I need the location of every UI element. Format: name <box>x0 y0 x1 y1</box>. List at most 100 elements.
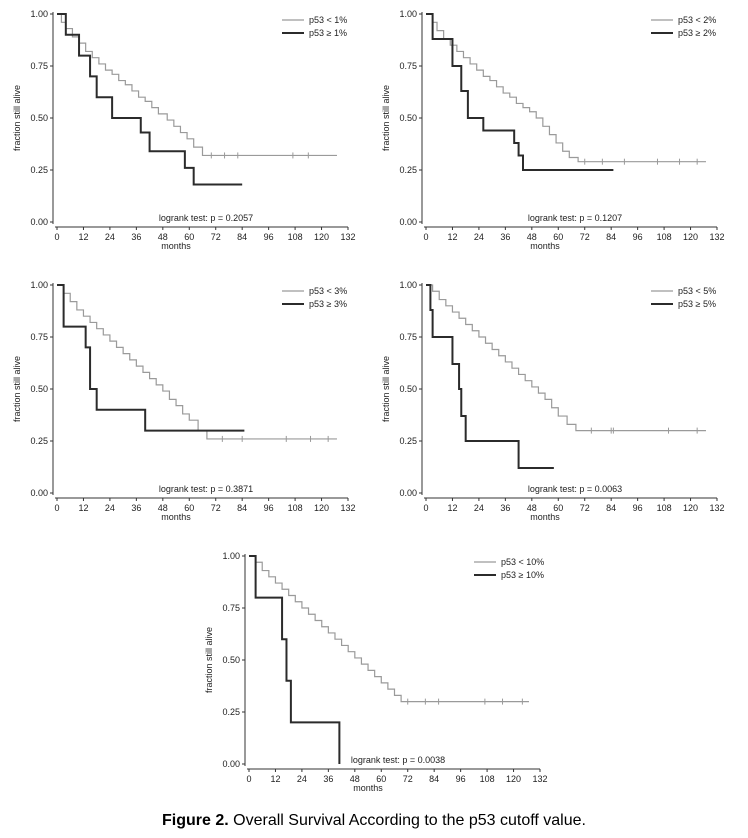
x-tick-label: 36 <box>131 232 141 242</box>
x-tick-label: 96 <box>633 503 643 513</box>
survival-curve-dark <box>249 555 341 764</box>
x-tick-label: 84 <box>237 232 247 242</box>
y-tick-label: 0.75 <box>30 61 48 71</box>
x-tick-label: 0 <box>54 503 59 513</box>
x-tick-label: 60 <box>376 774 386 784</box>
y-tick-label: 0.00 <box>30 217 48 227</box>
logrank-annotation: logrank test: p = 0.0038 <box>351 755 445 765</box>
x-tick-label: 132 <box>709 503 724 513</box>
figure-caption: Figure 2. Overall Survival According to … <box>0 812 748 830</box>
legend-label: p53 ≥ 10% <box>501 570 544 580</box>
legend-label: p53 ≥ 2% <box>678 28 716 38</box>
x-tick-label: 36 <box>500 503 510 513</box>
y-tick-label: 1.00 <box>30 280 48 290</box>
survival-chart-2: 0.00 0.25 0.50 0.75 1.00 0 12 24 36 48 60 72 84 96 108… <box>381 9 725 251</box>
x-tick-label: 132 <box>532 774 547 784</box>
y-tick-label: 0.25 <box>399 436 417 446</box>
x-tick-label: 84 <box>606 232 616 242</box>
y-tick-label: 0.75 <box>222 603 240 613</box>
y-tick-label: 0.75 <box>399 61 417 71</box>
x-tick-label: 84 <box>606 503 616 513</box>
x-tick-label: 72 <box>211 503 221 513</box>
legend-label: p53 ≥ 3% <box>309 299 347 309</box>
y-tick-label: 1.00 <box>30 9 48 19</box>
survival-curve-light <box>57 284 337 440</box>
x-tick-label: 24 <box>474 232 484 242</box>
legend-label: p53 ≥ 1% <box>309 28 347 38</box>
x-tick-label: 36 <box>323 774 333 784</box>
x-tick-label: 48 <box>350 774 360 784</box>
y-axis-title: fraction still alive <box>381 85 391 151</box>
logrank-annotation: logrank test: p = 0.0063 <box>528 484 622 494</box>
x-tick-label: 84 <box>237 503 247 513</box>
survival-curve-light <box>426 284 706 432</box>
y-tick-label: 0.00 <box>30 488 48 498</box>
x-axis-title: months <box>530 512 560 522</box>
x-tick-label: 72 <box>580 503 590 513</box>
x-tick-label: 12 <box>270 774 280 784</box>
x-tick-label: 48 <box>158 232 168 242</box>
x-tick-label: 72 <box>580 232 590 242</box>
survival-chart-3: 0.00 0.25 0.50 0.75 1.00 0 12 24 36 48 60 72 84 96 108… <box>12 280 356 522</box>
survival-chart-4: 0.00 0.25 0.50 0.75 1.00 0 12 24 36 48 60 72 84 96 108… <box>381 280 725 522</box>
y-tick-label: 0.75 <box>399 332 417 342</box>
y-tick-label: 0.50 <box>399 384 417 394</box>
y-tick-label: 0.00 <box>222 759 240 769</box>
legend-label: p53 < 5% <box>678 286 716 296</box>
y-axis-title: fraction still alive <box>12 356 22 422</box>
legend-label: p53 < 2% <box>678 15 716 25</box>
x-tick-label: 120 <box>506 774 521 784</box>
survival-curve-dark <box>426 284 554 470</box>
survival-chart-5: 0.00 0.25 0.50 0.75 1.00 0 12 24 36 48 60 72 84 96 108… <box>204 551 548 793</box>
x-axis-title: months <box>161 512 191 522</box>
y-axis-title: fraction still alive <box>12 85 22 151</box>
x-tick-label: 0 <box>246 774 251 784</box>
x-tick-label: 24 <box>297 774 307 784</box>
y-tick-label: 0.75 <box>30 332 48 342</box>
x-tick-label: 60 <box>184 503 194 513</box>
y-tick-label: 0.50 <box>30 384 48 394</box>
x-tick-label: 96 <box>633 232 643 242</box>
x-tick-label: 108 <box>657 503 672 513</box>
x-tick-label: 60 <box>553 503 563 513</box>
x-tick-label: 12 <box>78 232 88 242</box>
x-tick-label: 24 <box>105 503 115 513</box>
x-axis-title: months <box>161 241 191 251</box>
caption-label: Figure 2. <box>162 812 229 829</box>
x-tick-label: 132 <box>340 503 355 513</box>
x-tick-label: 96 <box>264 232 274 242</box>
x-tick-label: 108 <box>480 774 495 784</box>
x-tick-label: 36 <box>500 232 510 242</box>
survival-curve-light <box>249 555 529 703</box>
x-tick-label: 24 <box>474 503 484 513</box>
x-tick-label: 0 <box>423 503 428 513</box>
y-tick-label: 0.50 <box>222 655 240 665</box>
y-tick-label: 1.00 <box>399 280 417 290</box>
caption-text: Overall Survival According to the p53 cu… <box>228 812 586 829</box>
x-tick-label: 60 <box>184 232 194 242</box>
legend-label: p53 ≥ 5% <box>678 299 716 309</box>
x-tick-label: 12 <box>78 503 88 513</box>
x-tick-label: 120 <box>683 503 698 513</box>
y-tick-label: 0.00 <box>399 488 417 498</box>
x-tick-label: 48 <box>527 232 537 242</box>
legend-label: p53 < 10% <box>501 557 544 567</box>
x-tick-label: 0 <box>423 232 428 242</box>
x-tick-label: 48 <box>158 503 168 513</box>
logrank-annotation: logrank test: p = 0.2057 <box>159 213 253 223</box>
x-tick-label: 96 <box>456 774 466 784</box>
y-axis-title: fraction still alive <box>381 356 391 422</box>
y-tick-label: 0.25 <box>222 707 240 717</box>
x-tick-label: 36 <box>131 503 141 513</box>
x-axis-title: months <box>530 241 560 251</box>
legend-label: p53 < 3% <box>309 286 347 296</box>
x-tick-label: 24 <box>105 232 115 242</box>
y-axis-title: fraction still alive <box>204 627 214 693</box>
x-tick-label: 84 <box>429 774 439 784</box>
x-tick-label: 108 <box>288 503 303 513</box>
x-axis-title: months <box>353 783 383 793</box>
x-tick-label: 12 <box>447 503 457 513</box>
survival-curve-light <box>426 13 706 163</box>
y-tick-label: 0.25 <box>399 165 417 175</box>
x-tick-label: 108 <box>288 232 303 242</box>
